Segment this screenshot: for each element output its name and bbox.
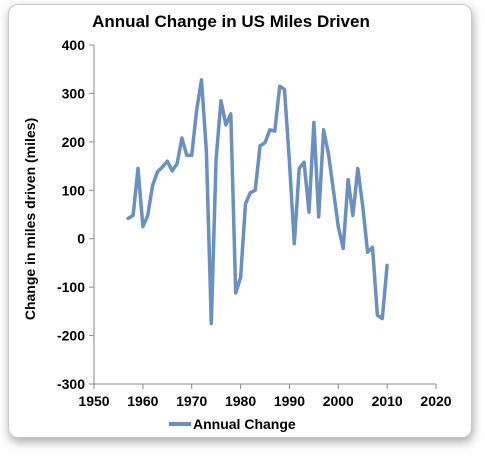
x-tick-label: 1960 [127,393,158,409]
x-tick-label: 1970 [176,393,207,409]
y-tick-label: 200 [62,134,86,150]
x-tick-label: 1980 [225,393,256,409]
series-line-0 [126,78,389,326]
y-tick-label: 300 [62,85,86,101]
y-tick-label: 400 [62,37,86,53]
x-tick-label: 1950 [78,393,109,409]
axes [93,45,436,385]
y-tick-label: 0 [77,231,85,247]
y-tick-label: 100 [62,182,86,198]
x-tick-label: 2010 [372,393,403,409]
line-chart: Annual Change in US Miles Driven Change … [22,12,452,432]
chart-title: Annual Change in US Miles Driven [92,12,370,31]
x-tick-label: 1990 [274,393,305,409]
x-tick-label: 2000 [323,393,354,409]
chart-card: Annual Change in US Miles Driven Change … [8,4,472,438]
x-tick-label: 2020 [420,393,451,409]
y-tick-label: -300 [57,376,85,392]
legend-label: Annual Change [193,416,296,432]
y-tick-label: -100 [57,279,85,295]
legend: Annual Change [169,416,296,432]
y-axis-label: Change in miles driven (miles) [22,118,38,320]
y-tick-label: -200 [57,328,85,344]
series-group [126,78,389,326]
